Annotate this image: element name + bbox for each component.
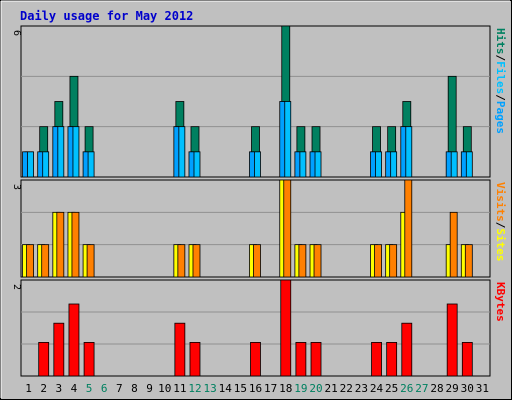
x-tick-label: 16 <box>249 382 262 395</box>
bar-visits <box>71 211 80 278</box>
bar-kbytes <box>295 341 307 377</box>
bar-visits <box>449 211 458 278</box>
legend-part-pages: Pages <box>494 101 507 134</box>
x-tick-label: 9 <box>146 382 153 395</box>
x-tick-label: 14 <box>219 382 233 395</box>
x-tick-label: 22 <box>340 382 353 395</box>
bar-visits <box>404 179 413 278</box>
panel-legend: Hits/Files/Pages <box>494 28 507 134</box>
x-tick-label: 4 <box>71 382 78 395</box>
bar-kbytes <box>310 341 322 377</box>
chart-title: Daily usage for May 2012 <box>20 9 193 23</box>
bar-pages <box>445 151 452 178</box>
bar-kbytes <box>68 303 80 377</box>
bar-kbytes <box>280 279 292 377</box>
x-tick-label: 12 <box>188 382 201 395</box>
x-tick-label: 21 <box>325 382 338 395</box>
bar-visits <box>283 179 292 278</box>
panel-legend: KBytes <box>494 282 507 322</box>
bar-kbytes <box>461 341 473 377</box>
bar-visits <box>41 244 50 278</box>
bar-visits <box>86 244 95 278</box>
bar-kbytes <box>53 322 65 377</box>
bar-visits <box>298 244 307 278</box>
x-tick-label: 20 <box>309 382 322 395</box>
bar-pages <box>400 126 407 178</box>
legend-part-slash: / <box>494 94 507 101</box>
legend-part-slash: / <box>494 222 507 229</box>
bar-pages <box>52 126 59 178</box>
y-max-label: 2 <box>11 284 22 290</box>
y-max-label: 6 <box>11 30 22 36</box>
bar-pages <box>82 151 89 178</box>
panel-kbytes <box>20 279 491 377</box>
x-tick-label: 6 <box>101 382 108 395</box>
bar-pages <box>188 151 195 178</box>
bar-kbytes <box>371 341 382 377</box>
bar-kbytes <box>189 341 201 377</box>
x-tick-label: 27 <box>415 382 428 395</box>
bar-visits <box>56 211 65 278</box>
bar-pages <box>67 126 74 178</box>
bar-visits <box>253 244 261 278</box>
x-tick-label: 15 <box>234 382 247 395</box>
bar-kbytes <box>83 341 95 377</box>
bar-kbytes <box>38 341 50 377</box>
bar-visits <box>192 244 201 278</box>
bar-visits <box>26 244 34 278</box>
x-tick-label: 13 <box>203 382 216 395</box>
x-tick-label: 26 <box>400 382 413 395</box>
bar-pages <box>173 126 180 178</box>
bar-pages <box>370 151 376 178</box>
x-tick-label: 28 <box>430 382 443 395</box>
x-tick-label: 19 <box>294 382 307 395</box>
legend-part-kbytes: KBytes <box>494 282 507 322</box>
legend-part-hits: Hits <box>494 28 507 55</box>
bar-pages <box>309 151 316 178</box>
x-tick-label: 3 <box>56 382 63 395</box>
bar-pages <box>37 151 44 178</box>
x-tick-label: 24 <box>370 382 384 395</box>
bar-kbytes <box>401 322 413 377</box>
x-tick-label: 29 <box>446 382 459 395</box>
x-tick-label: 7 <box>116 382 123 395</box>
legend-part-slash: / <box>494 55 507 62</box>
x-tick-label: 25 <box>385 382 398 395</box>
x-tick-label: 10 <box>158 382 171 395</box>
panel-sites_visits <box>20 179 491 278</box>
legend-part-visits: Visits <box>494 182 507 222</box>
bar-pages <box>22 151 28 178</box>
bar-kbytes <box>250 341 261 377</box>
bar-visits <box>464 244 473 278</box>
bar-pages <box>460 151 467 178</box>
bar-pages <box>249 151 255 178</box>
x-tick-label: 30 <box>461 382 474 395</box>
bar-visits <box>313 244 322 278</box>
x-tick-label: 23 <box>355 382 368 395</box>
x-tick-label: 18 <box>279 382 292 395</box>
legend-part-sites: Sites <box>494 228 507 261</box>
bar-pages <box>294 151 301 178</box>
x-tick-label: 5 <box>86 382 93 395</box>
x-tick-label: 2 <box>40 382 47 395</box>
bar-pages <box>385 151 392 178</box>
bar-visits <box>374 244 382 278</box>
x-tick-label: 11 <box>173 382 186 395</box>
legend-part-files: Files <box>494 61 507 94</box>
y-max-label: 3 <box>11 184 22 190</box>
x-tick-label: 8 <box>131 382 138 395</box>
x-tick-label: 1 <box>25 382 32 395</box>
panel-legend: Visits/Sites <box>494 182 507 262</box>
bar-kbytes <box>174 322 186 377</box>
bar-kbytes <box>446 303 458 377</box>
x-tick-label: 31 <box>476 382 489 395</box>
bar-visits <box>177 244 186 278</box>
bar-visits <box>389 244 398 278</box>
bar-kbytes <box>386 341 398 377</box>
panel-hits_files_pages <box>20 25 491 178</box>
x-tick-label: 17 <box>264 382 277 395</box>
bar-pages <box>279 101 286 178</box>
